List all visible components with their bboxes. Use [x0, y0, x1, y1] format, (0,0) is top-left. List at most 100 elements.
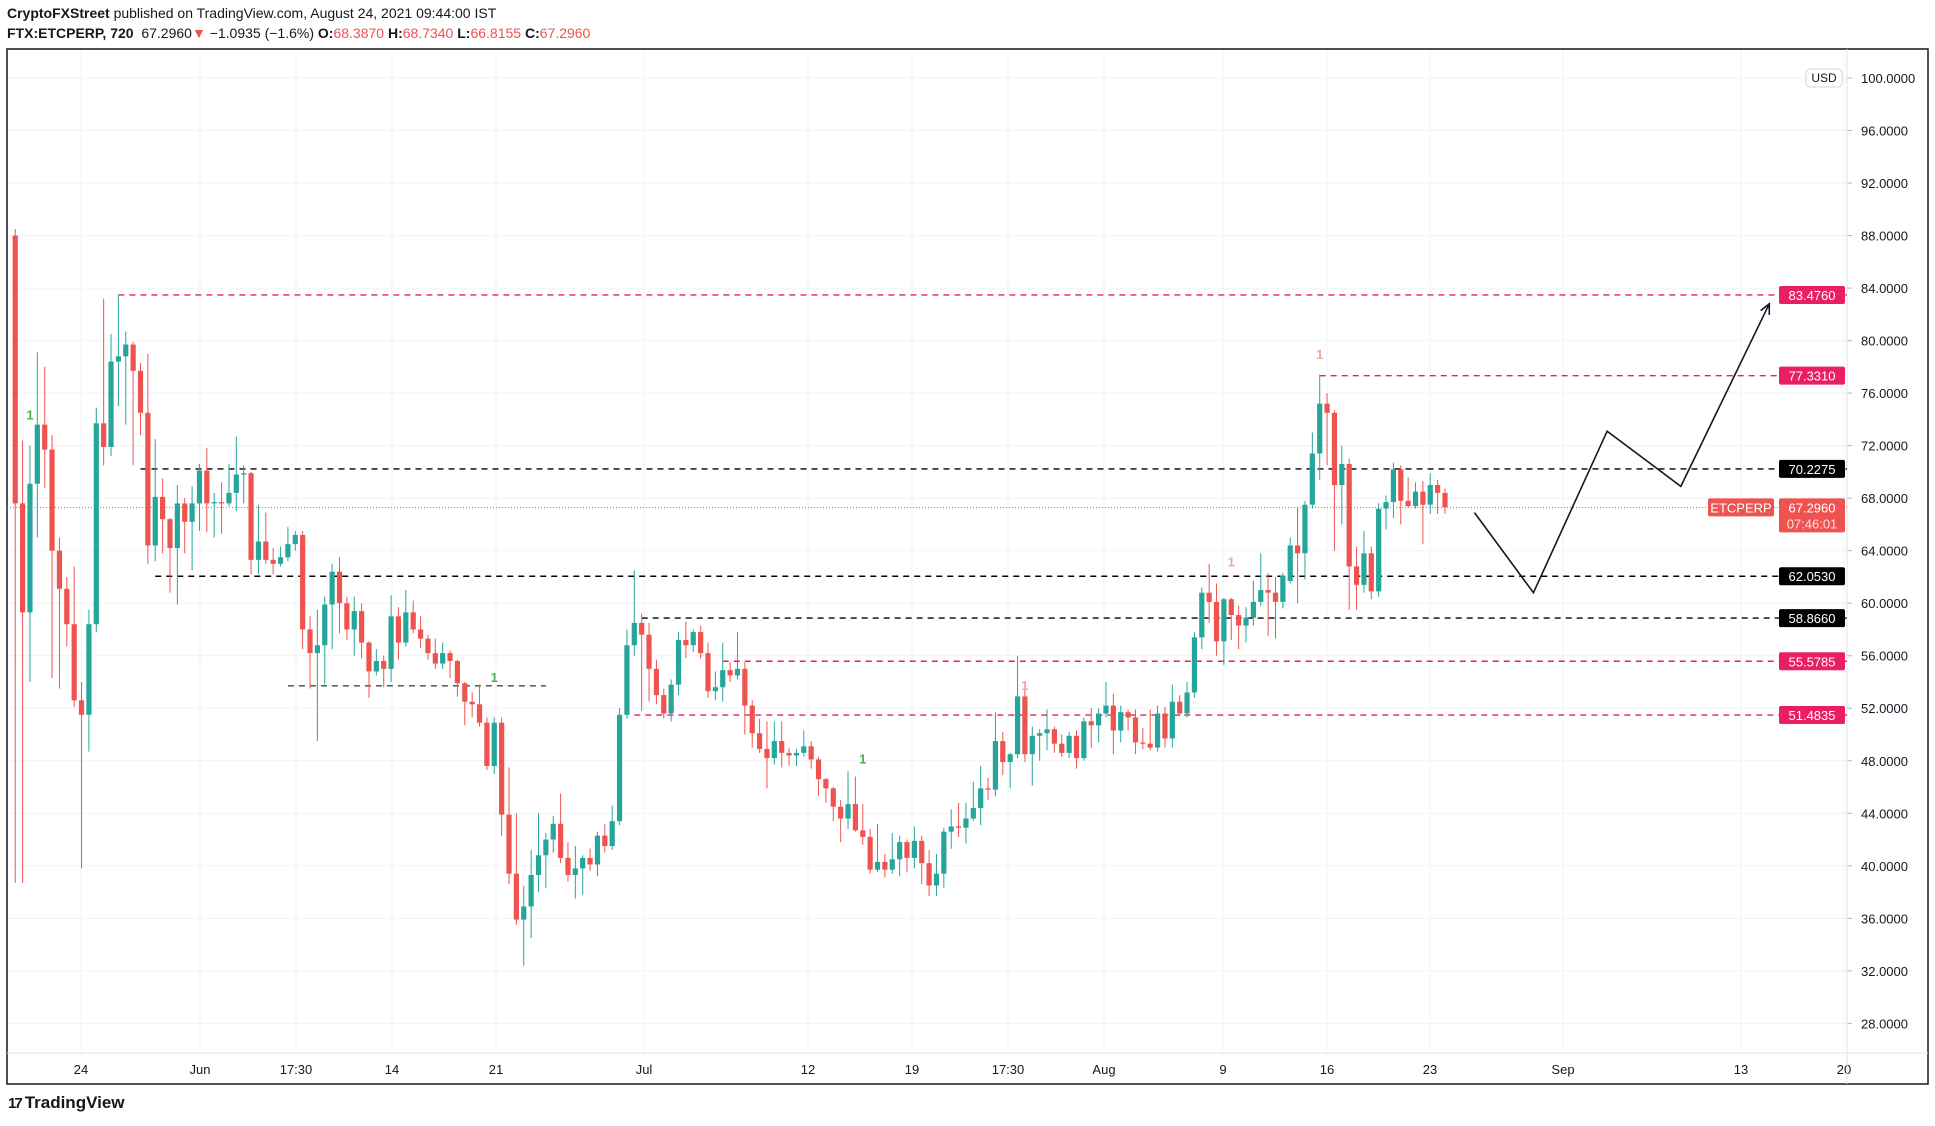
x-tick-label: 9: [1219, 1062, 1226, 1077]
candle-body-up: [27, 483, 33, 613]
candle-body-down: [145, 412, 151, 546]
symbol-info: FTX:ETCPERP, 720 67.2960▼ −1.0935 (−1.6%…: [7, 25, 590, 41]
level-price-label-bg: [1779, 652, 1845, 671]
candle-body-down: [42, 424, 48, 450]
candle-body-down: [1147, 743, 1153, 748]
current-price-tag-bg: [1779, 498, 1845, 533]
x-tick-label: Sep: [1551, 1062, 1574, 1077]
candle-body-up: [1243, 617, 1249, 626]
candle-body-up: [550, 823, 556, 840]
candle-body-down: [852, 804, 858, 831]
candle-body-down: [1125, 712, 1131, 718]
candle-body-down: [513, 873, 519, 920]
x-tick-label: 23: [1423, 1062, 1437, 1077]
candle-body-down: [779, 741, 785, 753]
candle-body-down: [410, 612, 416, 630]
candle-body-down: [64, 588, 70, 625]
y-tick-label: 28.0000: [1861, 1016, 1908, 1031]
candle-body-down: [786, 752, 792, 756]
candle-body-up: [1250, 601, 1256, 618]
y-tick-label: 96.0000: [1861, 124, 1908, 139]
candle-body-down: [1368, 553, 1374, 592]
candle-body-up: [1390, 469, 1397, 503]
x-tick-label: 20: [1837, 1062, 1851, 1077]
x-tick-label: 17:30: [992, 1062, 1025, 1077]
candle-body-down: [1073, 735, 1080, 759]
candle-body-down: [1398, 469, 1404, 501]
tradingview-logo[interactable]: 17 TradingView: [8, 1093, 125, 1113]
candle-body-up: [277, 557, 284, 564]
projection-path: [1473, 303, 1770, 595]
chart-frame: [6, 48, 1929, 1085]
candle-body-down: [499, 722, 505, 815]
candle-body-up: [34, 424, 40, 484]
candle-body-down: [1346, 464, 1352, 567]
level-price-label: 83.4760: [1789, 288, 1836, 303]
candle-body-up: [580, 857, 586, 869]
candle-body-up: [388, 616, 394, 669]
candle-body-down: [1353, 566, 1360, 585]
candle-body-down: [587, 857, 593, 865]
candle-body-up: [1258, 590, 1264, 602]
y-tick-label: 92.0000: [1861, 176, 1908, 191]
candle-body-down: [808, 746, 814, 760]
price-change: −1.0935 (−1.6%): [209, 25, 314, 41]
currency-badge-bg: [1805, 68, 1843, 88]
symbol-label: FTX:ETCPERP, 720: [7, 25, 134, 41]
close-value-label: C:: [524, 25, 540, 41]
candle-body-down: [248, 473, 254, 560]
candle-body-down: [218, 502, 225, 504]
candle-body-down: [344, 603, 350, 630]
candle-body-up: [226, 492, 232, 504]
y-tick-label: 32.0000: [1861, 964, 1908, 979]
x-tick-label: 21: [489, 1062, 503, 1077]
candle-body-down: [1110, 705, 1116, 731]
candle-body-up: [528, 874, 534, 907]
level-price-label: 70.2275: [1789, 462, 1836, 477]
x-tick-label: 17:30: [280, 1062, 313, 1077]
candle-body-up: [329, 571, 335, 605]
candle-body-up: [1184, 692, 1190, 714]
currency-badge[interactable]: USD: [1811, 71, 1837, 85]
candle-body-up: [189, 503, 195, 522]
candle-body-up: [1081, 721, 1087, 759]
signal-marker: 1: [1021, 678, 1028, 693]
candle-body-up: [491, 722, 497, 767]
candle-body-down: [432, 653, 438, 664]
candle-body-down: [182, 503, 188, 522]
candle-body-down: [12, 235, 18, 504]
level-price-label: 77.3310: [1789, 369, 1836, 384]
candle-body-down: [830, 788, 836, 807]
author-name[interactable]: CryptoFXStreet: [7, 5, 110, 21]
down-arrow-icon: ▼: [191, 25, 206, 41]
candle-body-up: [123, 344, 129, 357]
candle-body-down: [137, 370, 144, 413]
candle-body-up: [801, 746, 807, 753]
candle-body-down: [823, 779, 829, 789]
publish-text: published on TradingView.com, August 24,…: [113, 5, 497, 21]
candle-body-down: [1213, 601, 1220, 642]
candle-body-up: [1154, 713, 1161, 748]
candle-body-up: [521, 906, 527, 920]
candle-body-up: [793, 752, 800, 756]
candle-body-down: [882, 861, 888, 870]
candle-body-down: [661, 695, 667, 714]
candle-body-up: [933, 873, 940, 886]
candle-body-up: [1007, 754, 1013, 763]
signal-marker: 1: [859, 751, 866, 766]
y-tick-label: 56.0000: [1861, 649, 1908, 664]
candle-body-down: [425, 638, 431, 654]
candle-body-down: [359, 611, 365, 643]
candle-body-up: [1427, 485, 1433, 505]
candle-body-down: [867, 836, 873, 870]
candle-body-down: [270, 559, 276, 564]
x-tick-label: 13: [1734, 1062, 1748, 1077]
current-symbol-tag-bg: [1708, 498, 1774, 517]
candle-body-down: [919, 840, 925, 864]
candle-body-down: [395, 616, 402, 643]
candle-body-down: [71, 624, 77, 701]
candle-body-down: [1331, 412, 1338, 486]
candle-body-up: [535, 855, 542, 875]
x-tick-label: Aug: [1092, 1062, 1115, 1077]
